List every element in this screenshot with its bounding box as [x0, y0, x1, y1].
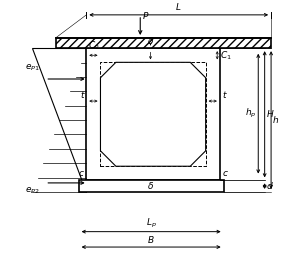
Text: t: t — [222, 91, 226, 100]
Text: t: t — [80, 91, 84, 100]
Text: d: d — [267, 182, 272, 191]
Text: h: h — [273, 116, 279, 125]
Text: δ: δ — [148, 37, 153, 46]
Text: h$_0$: h$_0$ — [171, 108, 182, 120]
Text: P: P — [143, 12, 148, 21]
Text: e$_{P2}$: e$_{P2}$ — [25, 186, 40, 196]
Bar — [101, 62, 206, 166]
Text: c: c — [79, 170, 84, 179]
Text: C$_2$: C$_2$ — [88, 40, 99, 52]
Text: H: H — [267, 110, 274, 119]
Bar — [79, 180, 224, 192]
Text: C$_1$: C$_1$ — [220, 49, 232, 61]
Bar — [86, 48, 220, 180]
Text: δ: δ — [148, 182, 153, 191]
Polygon shape — [101, 62, 206, 166]
Bar — [56, 38, 271, 48]
Text: e$_{P1}$: e$_{P1}$ — [25, 62, 40, 72]
Text: L$_p$: L$_p$ — [146, 216, 157, 230]
Text: c: c — [222, 170, 227, 179]
Text: L: L — [176, 3, 181, 12]
Text: B: B — [148, 236, 154, 245]
Polygon shape — [33, 48, 86, 192]
Text: L$_0$: L$_0$ — [148, 154, 158, 166]
Text: h$_p$: h$_p$ — [245, 107, 257, 120]
